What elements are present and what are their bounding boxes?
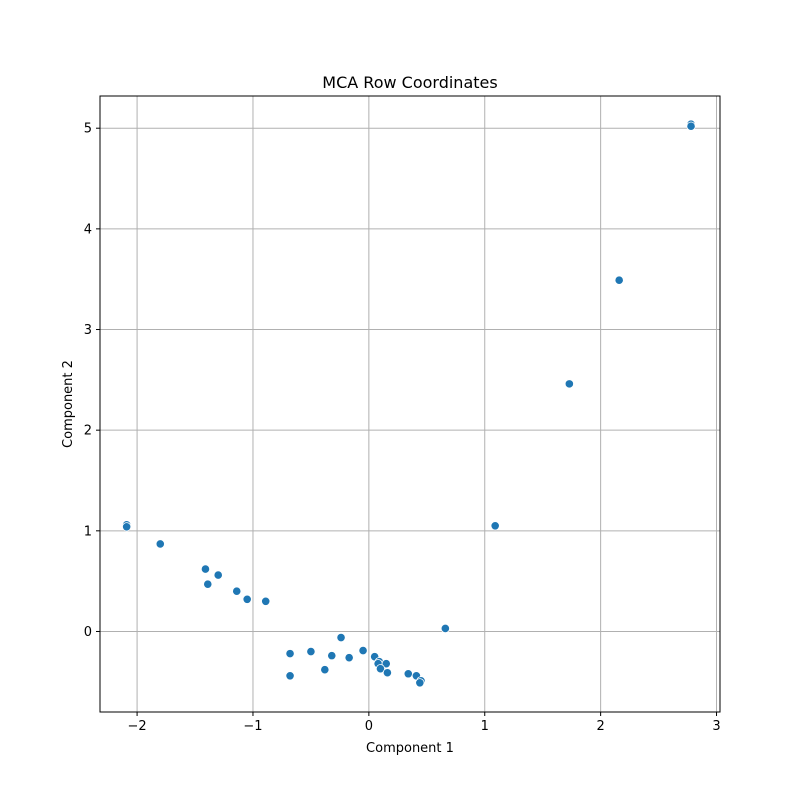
data-point: [306, 647, 316, 657]
x-tick-label: 0: [365, 719, 373, 734]
data-point: [382, 668, 393, 678]
data-point: [358, 646, 368, 656]
data-point: [285, 671, 295, 681]
data-point: [564, 379, 574, 389]
y-tick-label: 0: [84, 625, 92, 640]
x-tick-label: 1: [481, 719, 489, 734]
x-tick-label: −1: [243, 719, 262, 734]
y-tick-label: 5: [84, 122, 92, 137]
data-point: [403, 669, 413, 679]
data-point: [261, 596, 271, 606]
data-point: [200, 564, 211, 574]
data-point: [490, 521, 500, 531]
data-point: [213, 570, 223, 580]
data-point: [203, 579, 213, 589]
data-point: [122, 522, 132, 532]
axis-ticks: −2 −1 0 1 2 3 0 1 2 3 4 5: [84, 122, 721, 734]
data-point: [440, 623, 450, 634]
plot-frame: [99, 95, 721, 713]
y-tick-label: 4: [84, 222, 92, 237]
data-point: [344, 653, 354, 663]
data-point: [381, 659, 391, 669]
y-axis-label: Component 2: [61, 360, 76, 448]
data-point: [285, 649, 295, 659]
data-point: [336, 632, 346, 643]
data-point: [155, 539, 165, 549]
x-tick-label: −2: [127, 719, 146, 734]
data-point: [320, 665, 330, 675]
data-point: [242, 594, 252, 604]
data-point: [327, 651, 337, 661]
x-tick-label: 2: [596, 719, 604, 734]
data-point: [614, 275, 624, 285]
data-point: [686, 121, 696, 131]
y-tick-label: 3: [84, 323, 92, 338]
x-axis-label: Component 1: [366, 741, 454, 756]
data-point: [232, 586, 242, 596]
data-point: [415, 678, 425, 688]
data-points: [122, 119, 696, 688]
data-point: [375, 664, 386, 674]
plot-area: [100, 96, 720, 712]
chart-title: MCA Row Coordinates: [322, 73, 497, 92]
y-tick-label: 2: [84, 424, 92, 439]
y-tick-label: 1: [84, 524, 92, 539]
grid-lines: [100, 96, 720, 712]
x-tick-label: 3: [712, 719, 720, 734]
